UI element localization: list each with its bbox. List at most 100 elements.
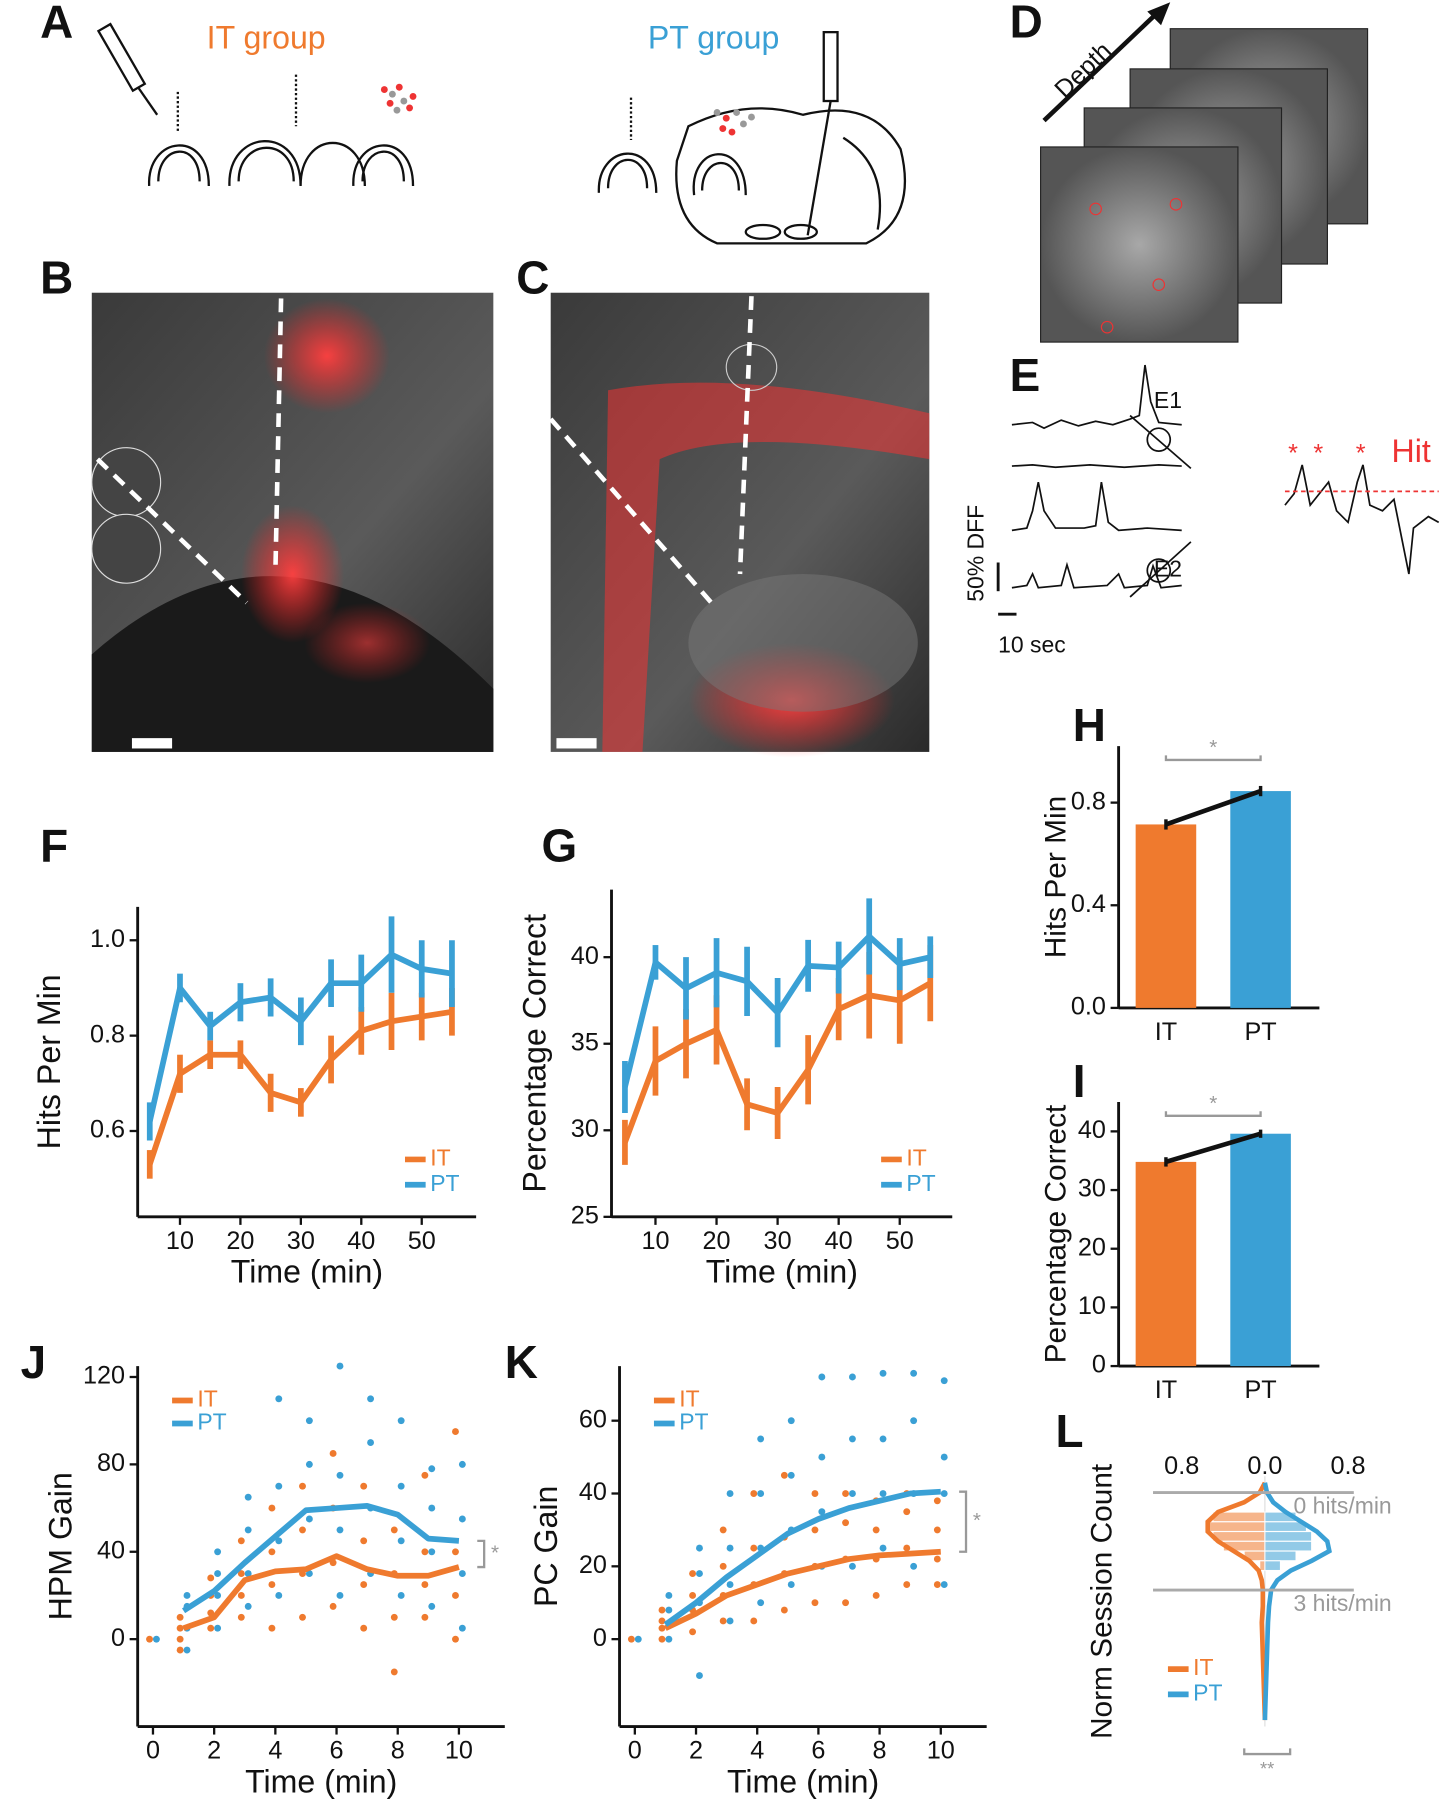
data-point xyxy=(268,1624,276,1632)
data-point xyxy=(458,1515,466,1523)
bar xyxy=(1230,1133,1291,1367)
panel-label: G xyxy=(542,820,578,872)
legend-label: PT xyxy=(679,1409,708,1435)
data-point xyxy=(244,1493,252,1501)
data-point xyxy=(428,1465,436,1473)
data-point xyxy=(689,1592,697,1599)
x-tick-label: 40 xyxy=(825,1227,853,1255)
data-point xyxy=(268,1504,276,1512)
data-point xyxy=(176,1646,184,1654)
data-point xyxy=(879,1544,887,1552)
data-point xyxy=(452,1548,459,1556)
data-point xyxy=(940,1377,948,1385)
cortex-outline xyxy=(228,140,366,187)
image-region xyxy=(688,573,918,712)
hit-label: Hit xyxy=(1392,433,1431,469)
cell-cluster xyxy=(380,83,417,114)
data-point xyxy=(237,1592,245,1599)
roi xyxy=(1089,202,1102,216)
x-tick-label: 20 xyxy=(226,1227,254,1255)
y-tick-label: 0.0 xyxy=(1071,993,1106,1021)
bar xyxy=(1135,1161,1197,1367)
cell xyxy=(728,128,736,136)
label-signal xyxy=(263,298,391,414)
cell xyxy=(733,109,741,116)
electrode-label: E1 xyxy=(1154,387,1182,413)
x-tick-label: 30 xyxy=(287,1227,315,1255)
data-point xyxy=(910,1417,918,1425)
data-point xyxy=(811,1526,819,1534)
data-point xyxy=(214,1592,222,1599)
cell xyxy=(719,125,727,133)
trace xyxy=(1011,561,1182,589)
cortex-outline xyxy=(692,153,747,196)
data-point xyxy=(811,1599,819,1607)
data-point xyxy=(780,1606,788,1614)
data-point xyxy=(933,1555,941,1563)
hit-marker: * xyxy=(1288,439,1298,467)
implant xyxy=(91,513,162,584)
implant xyxy=(91,447,162,518)
data-point xyxy=(305,1460,313,1468)
data-point xyxy=(299,1526,306,1534)
significance-bracket xyxy=(1164,1111,1262,1117)
data-point xyxy=(214,1548,222,1556)
histogram-bar xyxy=(1264,1550,1297,1562)
significance-label: * xyxy=(973,1509,981,1532)
histogram-bar xyxy=(1259,1560,1266,1572)
data-point xyxy=(787,1417,795,1425)
data-point xyxy=(665,1635,673,1643)
panel-label: C xyxy=(516,251,549,303)
hit-marker: * xyxy=(1356,439,1366,467)
x-axis-label: Time (min) xyxy=(245,1763,397,1799)
panel-label: F xyxy=(40,820,68,872)
data-point xyxy=(818,1508,826,1516)
panel-label: L xyxy=(1056,1405,1084,1457)
x-tick-label: 2 xyxy=(689,1736,703,1764)
y-tick-label: 0 xyxy=(111,1624,125,1652)
data-point xyxy=(689,1628,697,1636)
data-point xyxy=(848,1373,856,1381)
data-point xyxy=(848,1562,856,1570)
imaging-plane xyxy=(1040,146,1239,343)
data-point xyxy=(872,1592,880,1599)
data-point xyxy=(879,1435,887,1443)
data-point xyxy=(275,1592,283,1599)
x-axis-label: Time (min) xyxy=(727,1763,879,1799)
histogram-bar xyxy=(1264,1530,1313,1542)
data-point xyxy=(183,1646,191,1654)
roi xyxy=(1169,198,1183,211)
x-tick-label: IT xyxy=(1155,1376,1177,1404)
data-point xyxy=(750,1490,758,1497)
data-point xyxy=(275,1537,283,1545)
data-point xyxy=(390,1613,398,1621)
panel-label: E xyxy=(1010,349,1041,401)
x-tick-label: 10 xyxy=(641,1227,669,1255)
data-point xyxy=(940,1453,948,1461)
data-point xyxy=(658,1635,666,1643)
cortex-outline xyxy=(147,144,210,187)
dashed-guide xyxy=(95,457,249,605)
data-point xyxy=(207,1624,215,1632)
cell xyxy=(388,90,396,98)
data-point xyxy=(152,1635,160,1643)
ventricle xyxy=(842,136,882,230)
data-point xyxy=(848,1490,856,1497)
needle xyxy=(806,100,832,236)
structure xyxy=(783,223,819,240)
x-tick-label: 2 xyxy=(207,1736,221,1764)
data-point xyxy=(452,1428,459,1436)
series-line xyxy=(182,1553,460,1631)
data-point xyxy=(757,1599,765,1607)
data-point xyxy=(879,1369,887,1377)
trace xyxy=(1011,364,1182,430)
cell xyxy=(393,106,401,114)
dashed-guide xyxy=(548,417,714,605)
cell xyxy=(395,83,403,91)
x-tick-label: 40 xyxy=(347,1227,375,1255)
data-point xyxy=(452,1635,459,1643)
data-point xyxy=(390,1526,398,1534)
data-point xyxy=(421,1581,429,1588)
data-point xyxy=(903,1508,911,1516)
data-point xyxy=(397,1482,405,1490)
